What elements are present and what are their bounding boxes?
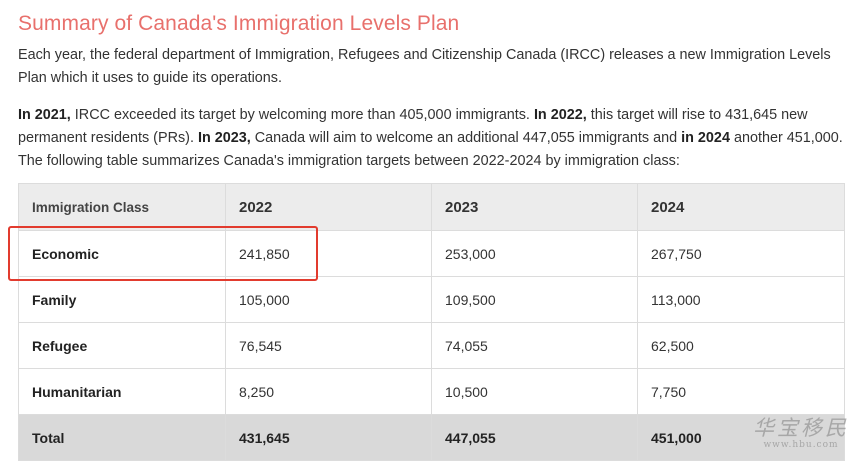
table-row-refugee: Refugee 76,545 74,055 62,500 <box>18 322 845 369</box>
value-cell-2024: 62,500 <box>637 322 845 369</box>
details-text-1: IRCC exceeded its target by welcoming mo… <box>70 107 534 123</box>
value-cell-2023: 253,000 <box>431 230 638 277</box>
value-cell-2024: 113,000 <box>637 276 845 323</box>
header-2023: 2023 <box>431 183 638 231</box>
value-cell-2022: 241,850 <box>225 230 432 277</box>
value-cell-2023: 109,500 <box>431 276 638 323</box>
page-title: Summary of Canada's Immigration Levels P… <box>18 12 460 35</box>
class-cell: Economic <box>18 230 226 277</box>
table-row-humanitarian: Humanitarian 8,250 10,500 7,750 <box>18 368 845 415</box>
watermark-main-text: 华宝移民 <box>753 416 849 440</box>
year-2023-label: In 2023, <box>197 130 251 146</box>
header-2024: 2024 <box>637 183 845 231</box>
value-cell-2022: 76,545 <box>225 322 432 369</box>
total-label-cell: Total <box>18 414 226 461</box>
details-paragraph: In 2021, IRCC exceeded its target by wel… <box>18 104 848 173</box>
table-row-economic: Economic 241,850 253,000 267,750 <box>18 230 845 277</box>
table-header-row: Immigration Class 2022 2023 2024 <box>18 183 845 231</box>
value-cell-2023: 10,500 <box>431 368 638 415</box>
header-2022: 2022 <box>225 183 432 231</box>
details-text-2: this target will rise to 431,645 new per… <box>18 107 808 146</box>
value-cell-2022: 8,250 <box>225 368 432 415</box>
details-text-3: Canada will aim to welcome an additional… <box>250 130 682 146</box>
value-cell-2023: 74,055 <box>431 322 638 369</box>
details-text-4: another 451,000. The following table sum… <box>18 130 843 169</box>
table-row-total: Total 431,645 447,055 451,000 <box>18 414 845 461</box>
total-cell-2022: 431,645 <box>225 414 432 461</box>
total-cell-2024: 451,000 <box>637 414 845 461</box>
value-cell-2022: 105,000 <box>225 276 432 323</box>
watermark-sub-text: www.hbu.com <box>763 440 839 450</box>
value-cell-2024: 7,750 <box>637 368 845 415</box>
immigration-targets-table: Immigration Class 2022 2023 2024 Economi… <box>18 183 845 461</box>
intro-paragraph: Each year, the federal department of Imm… <box>18 47 831 86</box>
class-cell: Refugee <box>18 322 226 369</box>
watermark-logo: 华宝移民 www.hbu.com <box>753 412 849 450</box>
table-row-family: Family 105,000 109,500 113,000 <box>18 276 845 323</box>
value-cell-2024: 267,750 <box>637 230 845 277</box>
year-2024-label: in 2024 <box>681 130 730 146</box>
class-cell: Family <box>18 276 226 323</box>
total-cell-2023: 447,055 <box>431 414 638 461</box>
header-immigration-class: Immigration Class <box>18 183 226 231</box>
class-cell: Humanitarian <box>18 368 226 415</box>
year-2021-label: In 2021, <box>18 107 71 123</box>
year-2022-label: In 2022, <box>533 107 587 123</box>
